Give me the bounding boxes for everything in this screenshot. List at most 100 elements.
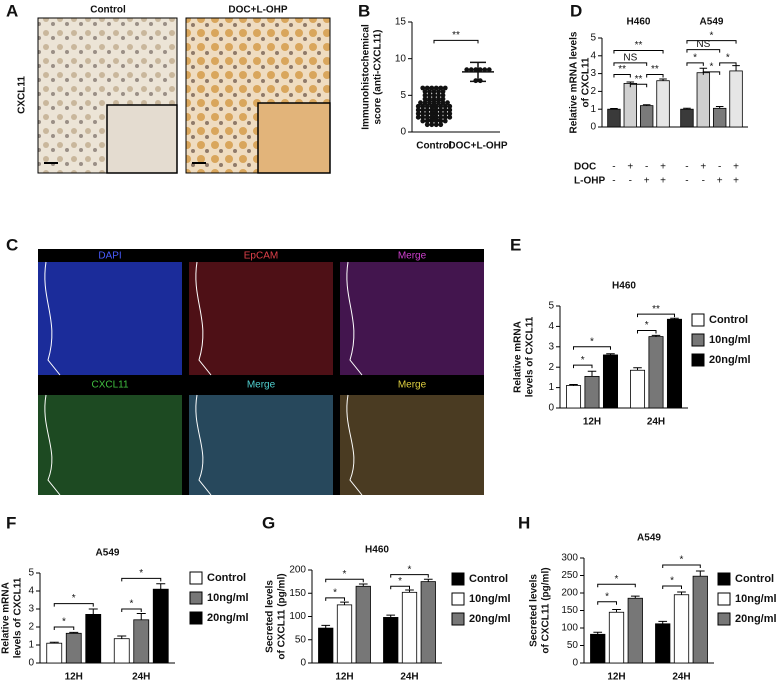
y-tick-label: 2 [590,86,596,97]
significance-label: * [670,576,674,587]
y-tick-label: 1 [548,382,554,393]
significance-bracket [662,585,682,589]
x-tick-label: 24H [672,672,690,683]
bar [318,627,334,664]
data-point [418,100,423,106]
bar [729,70,743,128]
error-bar [156,583,166,590]
y-axis-label: levels of CXCL11 [13,577,24,658]
legend-swatch [717,572,731,586]
y-tick-label: 100 [561,623,578,634]
significance-label: * [710,30,714,41]
error-bar [658,620,668,624]
data-point [420,118,426,124]
y-tick-label: 50 [295,634,307,645]
y-tick-label: 3 [590,68,596,79]
significance-bracket [390,574,429,578]
y-tick-label: 1 [28,640,34,651]
error-bar [633,367,642,371]
data-point [482,67,488,73]
legend-swatch [717,592,731,606]
panel-letter: A [6,1,18,20]
data-point [427,89,432,95]
significance-bracket [637,329,657,334]
significance-bracket [686,62,704,66]
bar [566,385,582,409]
bar [355,585,371,664]
y-axis-label: Secreted levels [265,580,276,653]
group-label: A549 [700,17,724,28]
y-tick-label: 5 [400,90,406,101]
data-point [438,85,444,91]
error-bar [88,608,98,615]
channel-label: Merge [398,251,427,262]
y-tick-label: 2 [548,362,554,373]
significance-bracket [613,49,664,54]
panel-letter: D [570,1,582,20]
significance-bracket [646,73,664,78]
y-tick-label: 2 [28,622,34,633]
y-tick-label: 300 [561,553,578,564]
legend-swatch [451,592,465,606]
data-point [486,67,492,73]
inset [106,104,178,174]
channel-label: Merge [398,380,427,391]
significance-bracket [573,364,593,369]
y-tick-label: 100 [289,611,306,622]
chart-title: H460 [365,545,389,556]
bar [133,619,150,664]
micrograph [38,395,182,495]
row-sign: + [644,176,650,187]
y-tick-label: 1 [590,104,596,115]
legend-label: 10ng/ml [735,593,777,605]
micrograph [38,262,182,375]
legend-label: Control [709,314,748,326]
y-tick-label: 0 [28,658,34,669]
error-bar [136,613,146,620]
data-point [442,111,448,117]
significance-label: * [130,599,134,610]
bar [152,588,169,664]
significance-bracket [53,603,94,607]
data-point [415,103,421,109]
legend-swatch [451,612,465,626]
significance-bracket [629,83,648,88]
significance-bracket [121,608,142,612]
micrograph [189,395,333,495]
bar [627,597,643,664]
row-sign: - [645,162,648,173]
panel-letter: B [358,1,370,20]
data-point [442,114,448,120]
significance-label: ** [651,64,659,75]
data-point [442,85,448,91]
significance-label: * [615,574,619,585]
bar [336,604,353,664]
data-point [438,114,444,120]
column-label: DOC+L-OHP [228,5,288,16]
row-sign: - [718,162,721,173]
y-tick-label: 200 [289,565,306,576]
data-point [442,118,448,124]
bar [113,638,130,664]
channel-label: Merge [247,380,276,391]
x-tick-label: DOC+L-OHP [448,141,508,152]
data-point [415,114,421,120]
bar [680,108,694,128]
significance-label: * [398,576,402,587]
bar [666,318,683,409]
x-tick-label: Control [416,141,452,152]
significance-label: ** [618,64,626,75]
significance-label: * [62,617,66,628]
y-tick-label: 0 [300,658,306,669]
significance-bracket [662,564,701,568]
bar [696,72,711,128]
data-point [477,67,483,73]
data-point [440,92,446,98]
data-point [429,122,435,128]
bar [420,581,436,664]
data-point [429,103,435,109]
y-tick-label: 0 [400,127,406,138]
significance-label: * [72,593,76,604]
y-tick-label: 4 [28,586,34,597]
significance-label: * [581,355,585,366]
